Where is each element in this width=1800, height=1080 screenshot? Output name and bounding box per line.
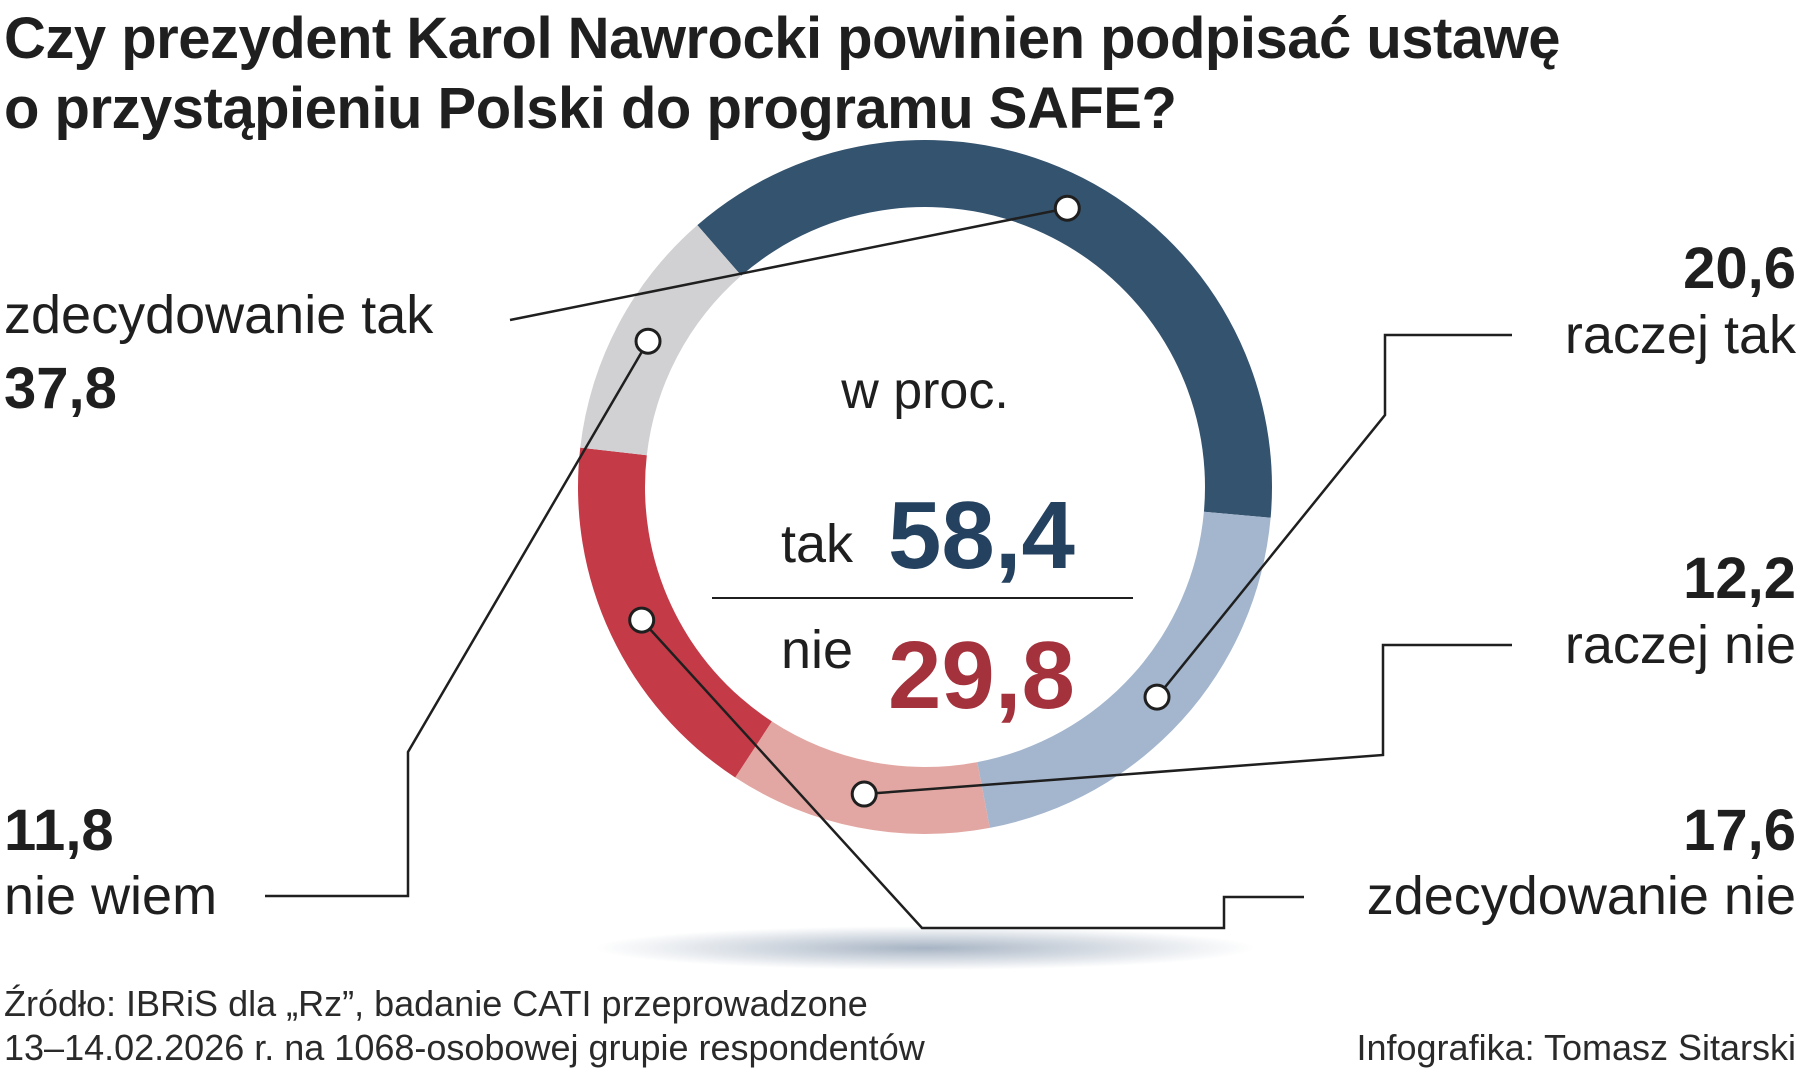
donut-shadow [595, 926, 1255, 970]
leader-line-raczej-tak [1156, 333, 1512, 698]
label-nie-wiem: nie wiem [4, 866, 217, 926]
label-raczej-tak: raczej tak [1565, 305, 1797, 365]
total-tak-label: tak [781, 514, 854, 574]
leader-line-zdecydowanie-nie [640, 619, 1304, 930]
label-zdecydowanie-nie: zdecydowanie nie [1367, 866, 1796, 926]
leader-line-raczej-nie [864, 643, 1512, 796]
value-raczej-nie: 12,2 [1683, 546, 1796, 611]
source-line-1: Źródło: IBRiS dla „Rz”, badanie CATI prz… [4, 983, 868, 1024]
marker-nie-wiem [634, 327, 662, 355]
total-nie-label: nie [781, 620, 853, 680]
leader-lines [265, 194, 1512, 930]
label-zdecydowanie-tak: zdecydowanie tak [4, 285, 434, 345]
chart-title: Czy prezydent Karol Nawrocki powinien po… [4, 4, 1794, 144]
total-nie-value: 29,8 [888, 622, 1075, 729]
value-zdecydowanie-nie: 17,6 [1683, 798, 1796, 863]
value-raczej-tak: 20,6 [1683, 236, 1796, 301]
value-nie-wiem: 11,8 [4, 798, 114, 863]
infographic-credit: Infografika: Tomasz Sitarski [1356, 1027, 1796, 1068]
marker-zdecydowanie-tak [1053, 194, 1081, 222]
marker-zdecydowanie-nie [628, 606, 656, 634]
value-zdecydowanie-tak: 37,8 [4, 356, 117, 421]
source-line-2: 13–14.02.2026 r. na 1068-osobowej grupie… [4, 1027, 925, 1068]
marker-raczej-nie [850, 780, 878, 808]
title-line-2: o przystąpieniu Polski do programu SAFE? [4, 76, 1177, 141]
leader-line-nie-wiem [265, 340, 650, 898]
label-raczej-nie: raczej nie [1565, 615, 1796, 675]
leader-line-zdecydowanie-tak [509, 206, 1068, 322]
unit-label: w proc. [840, 362, 1009, 420]
segment-raczej-tak [977, 511, 1271, 828]
segment-zdecydowanie-nie [578, 447, 772, 778]
segment-raczej-nie [735, 721, 990, 834]
source-note: Źródło: IBRiS dla „Rz”, badanie CATI prz… [4, 982, 925, 1070]
segment-zdecydowanie-tak [697, 140, 1272, 518]
marker-raczej-tak [1143, 683, 1171, 711]
total-tak-value: 58,4 [888, 482, 1075, 589]
title-line-1: Czy prezydent Karol Nawrocki powinien po… [4, 6, 1560, 71]
